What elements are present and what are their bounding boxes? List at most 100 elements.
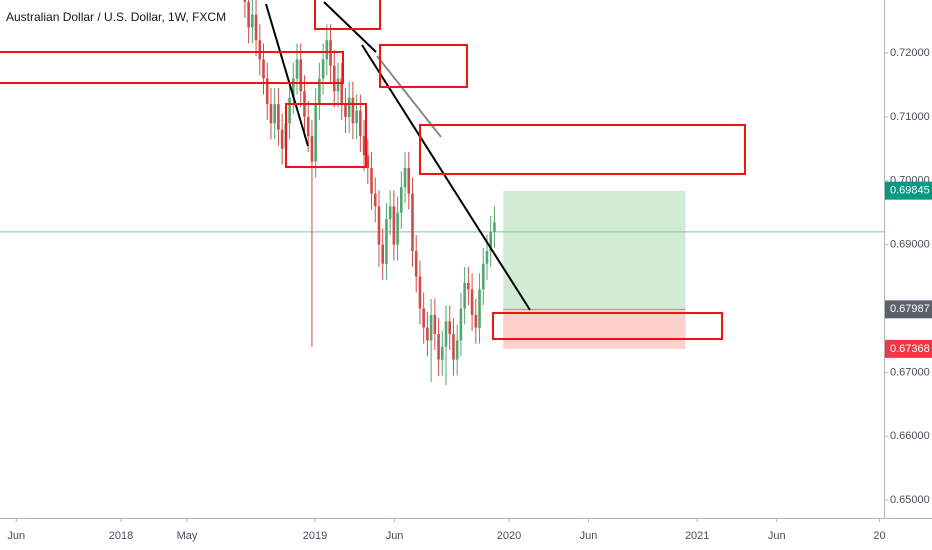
x-tick-label: 20 xyxy=(873,530,885,542)
candle-body xyxy=(426,327,429,341)
candle-body xyxy=(377,206,381,245)
candle-body xyxy=(340,78,344,105)
y-tick-label: 0.69000 xyxy=(890,239,930,251)
candle-body xyxy=(467,282,470,290)
candle-body xyxy=(262,59,265,79)
chart-title: Australian Dollar / U.S. Dollar, 1W, FXC… xyxy=(6,10,226,24)
candle-body xyxy=(247,1,250,28)
price-label-box xyxy=(885,339,932,358)
candle-body xyxy=(366,155,370,168)
candle-body xyxy=(459,308,463,341)
candle-body xyxy=(351,97,355,124)
trend-line xyxy=(265,3,309,147)
trend-line xyxy=(361,44,531,311)
zone-box xyxy=(0,51,344,84)
zone-box xyxy=(379,44,468,88)
candle-body xyxy=(381,244,384,264)
price-label: 0.67987 xyxy=(890,303,930,315)
candle-body xyxy=(388,206,392,220)
zone-box xyxy=(419,124,746,175)
candle-body xyxy=(306,116,310,137)
candle-body xyxy=(299,59,303,92)
price-label-box xyxy=(885,181,932,200)
candle-body xyxy=(455,340,459,360)
candle-body xyxy=(280,129,284,149)
candle-body xyxy=(474,314,478,328)
candle-body xyxy=(258,40,262,60)
candle-body xyxy=(359,110,362,137)
y-tick-label: 0.72000 xyxy=(890,47,930,59)
zone-box xyxy=(285,103,367,168)
candle-body xyxy=(347,97,351,117)
candle-body xyxy=(444,321,448,347)
candle-body xyxy=(414,251,418,277)
target-zone xyxy=(503,190,686,310)
zone-box xyxy=(492,312,723,340)
candle-body xyxy=(325,40,329,60)
plot-area xyxy=(0,0,884,386)
y-tick-label: 0.71000 xyxy=(890,111,930,123)
candle-body xyxy=(362,136,366,156)
candle-body xyxy=(254,14,258,41)
price-label: 0.67368 xyxy=(890,343,930,355)
x-tick-label: Jun xyxy=(386,530,404,542)
candle-body xyxy=(418,276,422,309)
candle-body xyxy=(318,78,321,105)
candle-body xyxy=(396,212,399,245)
candle-body xyxy=(403,167,407,188)
price-label-box xyxy=(885,300,932,319)
x-tick-label: 2019 xyxy=(303,530,327,542)
x-tick-label: 2021 xyxy=(685,530,709,542)
candle-body xyxy=(422,308,425,328)
candle-body xyxy=(452,334,455,360)
drawings xyxy=(0,0,746,340)
candle-body xyxy=(336,78,340,92)
candle-body xyxy=(321,59,325,79)
candle-body xyxy=(392,206,396,245)
candle-body xyxy=(407,167,411,194)
candle-body xyxy=(485,251,489,264)
candle-body xyxy=(277,104,280,130)
candle-body xyxy=(269,104,273,124)
candle-body xyxy=(314,104,317,162)
x-tick-label: 2020 xyxy=(497,530,521,542)
y-tick-label: 0.67000 xyxy=(890,366,930,378)
candle-body xyxy=(437,334,440,360)
candle-body xyxy=(292,78,295,98)
candle-body xyxy=(355,110,358,124)
candle-body xyxy=(273,104,276,124)
axes: 0.720000.710000.700000.690000.680000.670… xyxy=(7,47,932,542)
candle-body xyxy=(265,78,269,105)
x-tick-label: Jun xyxy=(7,530,25,542)
candle-body xyxy=(470,289,474,315)
x-tick-label: 2018 xyxy=(109,530,133,542)
candle-body xyxy=(478,289,481,328)
x-tick-label: Jun xyxy=(580,530,598,542)
stop-zone xyxy=(503,309,686,349)
candle-body xyxy=(332,65,336,92)
candle-body xyxy=(448,321,452,335)
candle-body xyxy=(411,193,414,252)
candle-body xyxy=(440,346,444,360)
y-tick-label: 0.65000 xyxy=(890,494,930,506)
candle-body xyxy=(385,219,388,264)
candle-body xyxy=(481,263,485,290)
candle-body xyxy=(489,231,493,252)
y-tick-label: 0.66000 xyxy=(890,430,930,442)
candle-body xyxy=(310,136,314,162)
trend-line xyxy=(323,1,377,53)
price-label: 0.69845 xyxy=(890,185,930,197)
candle-body xyxy=(295,59,299,79)
candle-body xyxy=(429,314,433,341)
x-tick-label: May xyxy=(177,530,198,542)
candle-body xyxy=(400,187,403,213)
candle-body xyxy=(251,14,254,28)
candle-body xyxy=(433,314,437,335)
candle-body xyxy=(493,222,496,232)
candle-body xyxy=(329,40,332,66)
candle-body xyxy=(243,0,247,2)
x-tick-label: Jun xyxy=(768,530,786,542)
title-background xyxy=(2,6,198,28)
